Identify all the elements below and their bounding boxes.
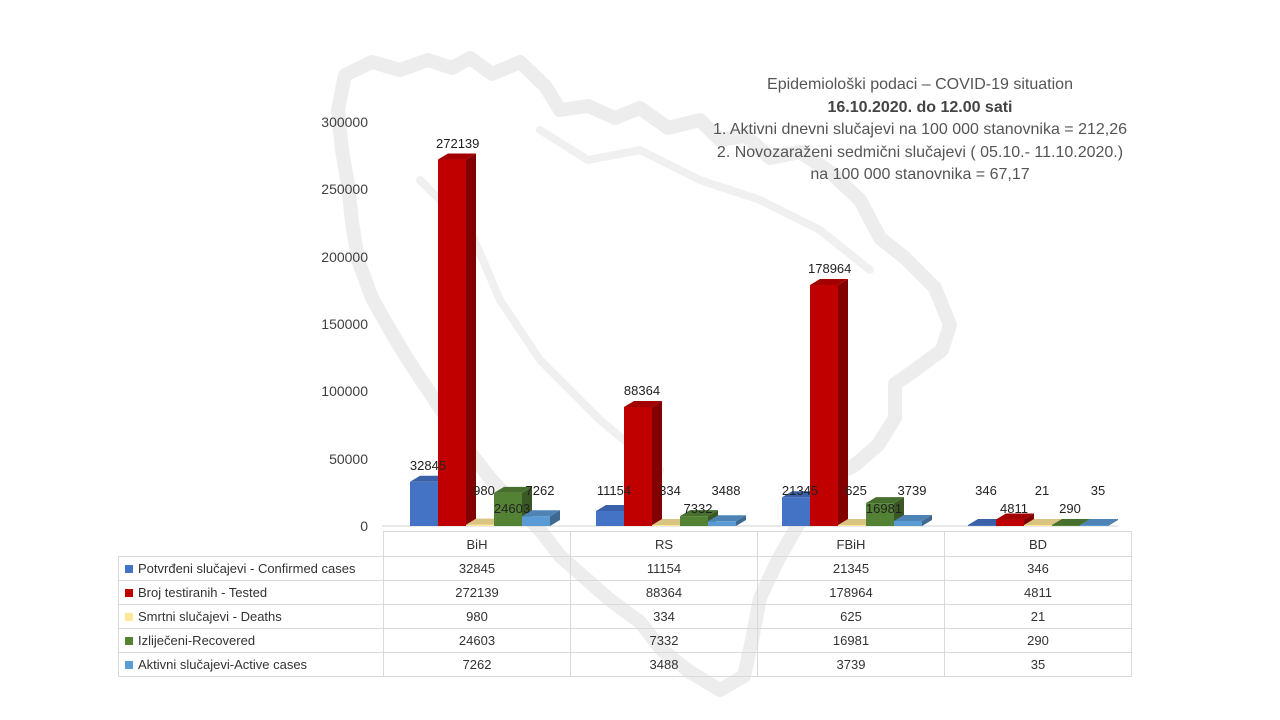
data-label: 88364 — [623, 383, 661, 398]
table-row: Aktivni slučajevi-Active cases 7262 3488 37… — [118, 652, 1132, 677]
data-table: BiH RS FBiH BD Potvrđeni slučajevi - Con… — [118, 531, 1132, 677]
category-label: BiH — [383, 531, 571, 557]
table-cell: 7262 — [383, 652, 571, 677]
table-cell: 16981 — [757, 628, 945, 653]
data-label: 980 — [473, 483, 495, 498]
data-label: 3739 — [897, 483, 927, 498]
table-row: Broj testiranih - Tested 272139 88364 17896… — [118, 580, 1132, 605]
table-cell: 334 — [570, 604, 758, 629]
data-label: 178964 — [808, 260, 852, 276]
bar — [624, 401, 662, 526]
info-title: Epidemiološki podaci – COVID-19 situatio… — [767, 76, 1073, 93]
table-row: Potvrđeni slučajevi - Confirmed cases 328… — [118, 556, 1132, 581]
info-weekly-new: 2. Novozaraženi sedmični slučajevi ( 05.… — [716, 143, 1124, 161]
bar — [1080, 519, 1118, 526]
data-label: 334 — [659, 483, 681, 498]
category-label: FBiH — [757, 531, 945, 557]
series-legend-entry: Potvrđeni slučajevi - Confirmed cases — [118, 556, 384, 581]
info-box: Epidemiološki podaci – COVID-19 situatio… — [660, 74, 1180, 187]
y-tick-label: 100000 — [321, 383, 368, 400]
bar — [522, 510, 560, 526]
table-cell: 346 — [944, 556, 1132, 581]
table-row: Izliječeni-Recovered 24603 7332 16981 290 — [118, 628, 1132, 653]
data-label: 346 — [975, 483, 997, 498]
series-name: Izliječeni-Recovered — [138, 633, 256, 648]
series-name: Smrtni slučajevi - Deaths — [138, 609, 282, 624]
data-label: 21345 — [781, 483, 819, 498]
table-cell: 4811 — [944, 580, 1132, 605]
table-cell: 178964 — [757, 580, 945, 605]
bar — [996, 513, 1034, 526]
data-label: 272139 — [436, 135, 480, 151]
table-cell: 980 — [383, 604, 571, 629]
bar — [894, 514, 932, 526]
legend-key — [125, 661, 133, 669]
legend-key — [125, 565, 133, 573]
data-label: 11154 — [596, 483, 632, 498]
data-label: 7332 — [683, 501, 713, 516]
bar — [708, 515, 746, 526]
table-cell: 88364 — [570, 580, 758, 605]
table-cell: 24603 — [383, 628, 571, 653]
table-cell: 3488 — [570, 652, 758, 677]
category-label: RS — [570, 531, 758, 557]
data-label: 21 — [1034, 483, 1050, 498]
info-active-per-100k: 1. Aktivni dnevni slučajevi na 100 000 s… — [712, 121, 1128, 138]
series-legend-entry: Aktivni slučajevi-Active cases — [118, 652, 384, 677]
table-cell: 7332 — [570, 628, 758, 653]
data-label: 35 — [1090, 483, 1106, 498]
info-date: 16.10.2020. do 12.00 sati — [827, 98, 1013, 116]
table-cell: 290 — [944, 628, 1132, 653]
data-label: 290 — [1059, 501, 1081, 516]
bar — [438, 153, 476, 527]
data-label: 24603 — [493, 501, 531, 516]
table-cell: 272139 — [383, 580, 571, 605]
table-corner — [118, 531, 384, 557]
table-cell: 21 — [944, 604, 1132, 629]
table-header-row: BiH RS FBiH BD — [118, 531, 1132, 557]
y-tick-label: 250000 — [321, 181, 368, 198]
data-label: 7262 — [525, 483, 555, 498]
series-legend-entry: Broj testiranih - Tested — [118, 580, 384, 605]
legend-key — [125, 637, 133, 645]
series-name: Broj testiranih - Tested — [138, 585, 268, 600]
y-tick-label: 300000 — [321, 114, 368, 130]
legend-key — [125, 589, 133, 597]
bar — [810, 278, 848, 526]
data-label: 4811 — [1000, 501, 1028, 516]
info-weekly-new-value: na 100 000 stanovnika = 67,17 — [810, 166, 1030, 183]
table-cell: 11154 — [570, 556, 758, 581]
y-tick-label: 150000 — [321, 316, 368, 332]
y-tick-label: 200000 — [321, 248, 368, 265]
legend-key — [125, 613, 133, 621]
table-row: Smrtni slučajevi - Deaths 980 334 625 21 — [118, 604, 1132, 629]
y-tick-label: 50000 — [329, 450, 368, 467]
table-cell: 625 — [757, 604, 945, 629]
data-label: 32845 — [409, 457, 447, 473]
series-legend-entry: Izliječeni-Recovered — [118, 628, 384, 653]
data-label: 16981 — [865, 501, 903, 516]
table-cell: 32845 — [383, 556, 571, 581]
table-cell: 3739 — [757, 652, 945, 677]
series-name: Aktivni slučajevi-Active cases — [138, 657, 308, 672]
series-legend-entry: Smrtni slučajevi - Deaths — [118, 604, 384, 629]
table-cell: 35 — [944, 652, 1132, 677]
table-cell: 21345 — [757, 556, 945, 581]
data-label: 3488 — [711, 483, 741, 498]
category-label: BD — [944, 531, 1132, 557]
data-label: 625 — [845, 483, 867, 498]
y-tick-label: 0 — [360, 518, 368, 534]
series-name: Potvrđeni slučajevi - Confirmed cases — [138, 561, 356, 576]
